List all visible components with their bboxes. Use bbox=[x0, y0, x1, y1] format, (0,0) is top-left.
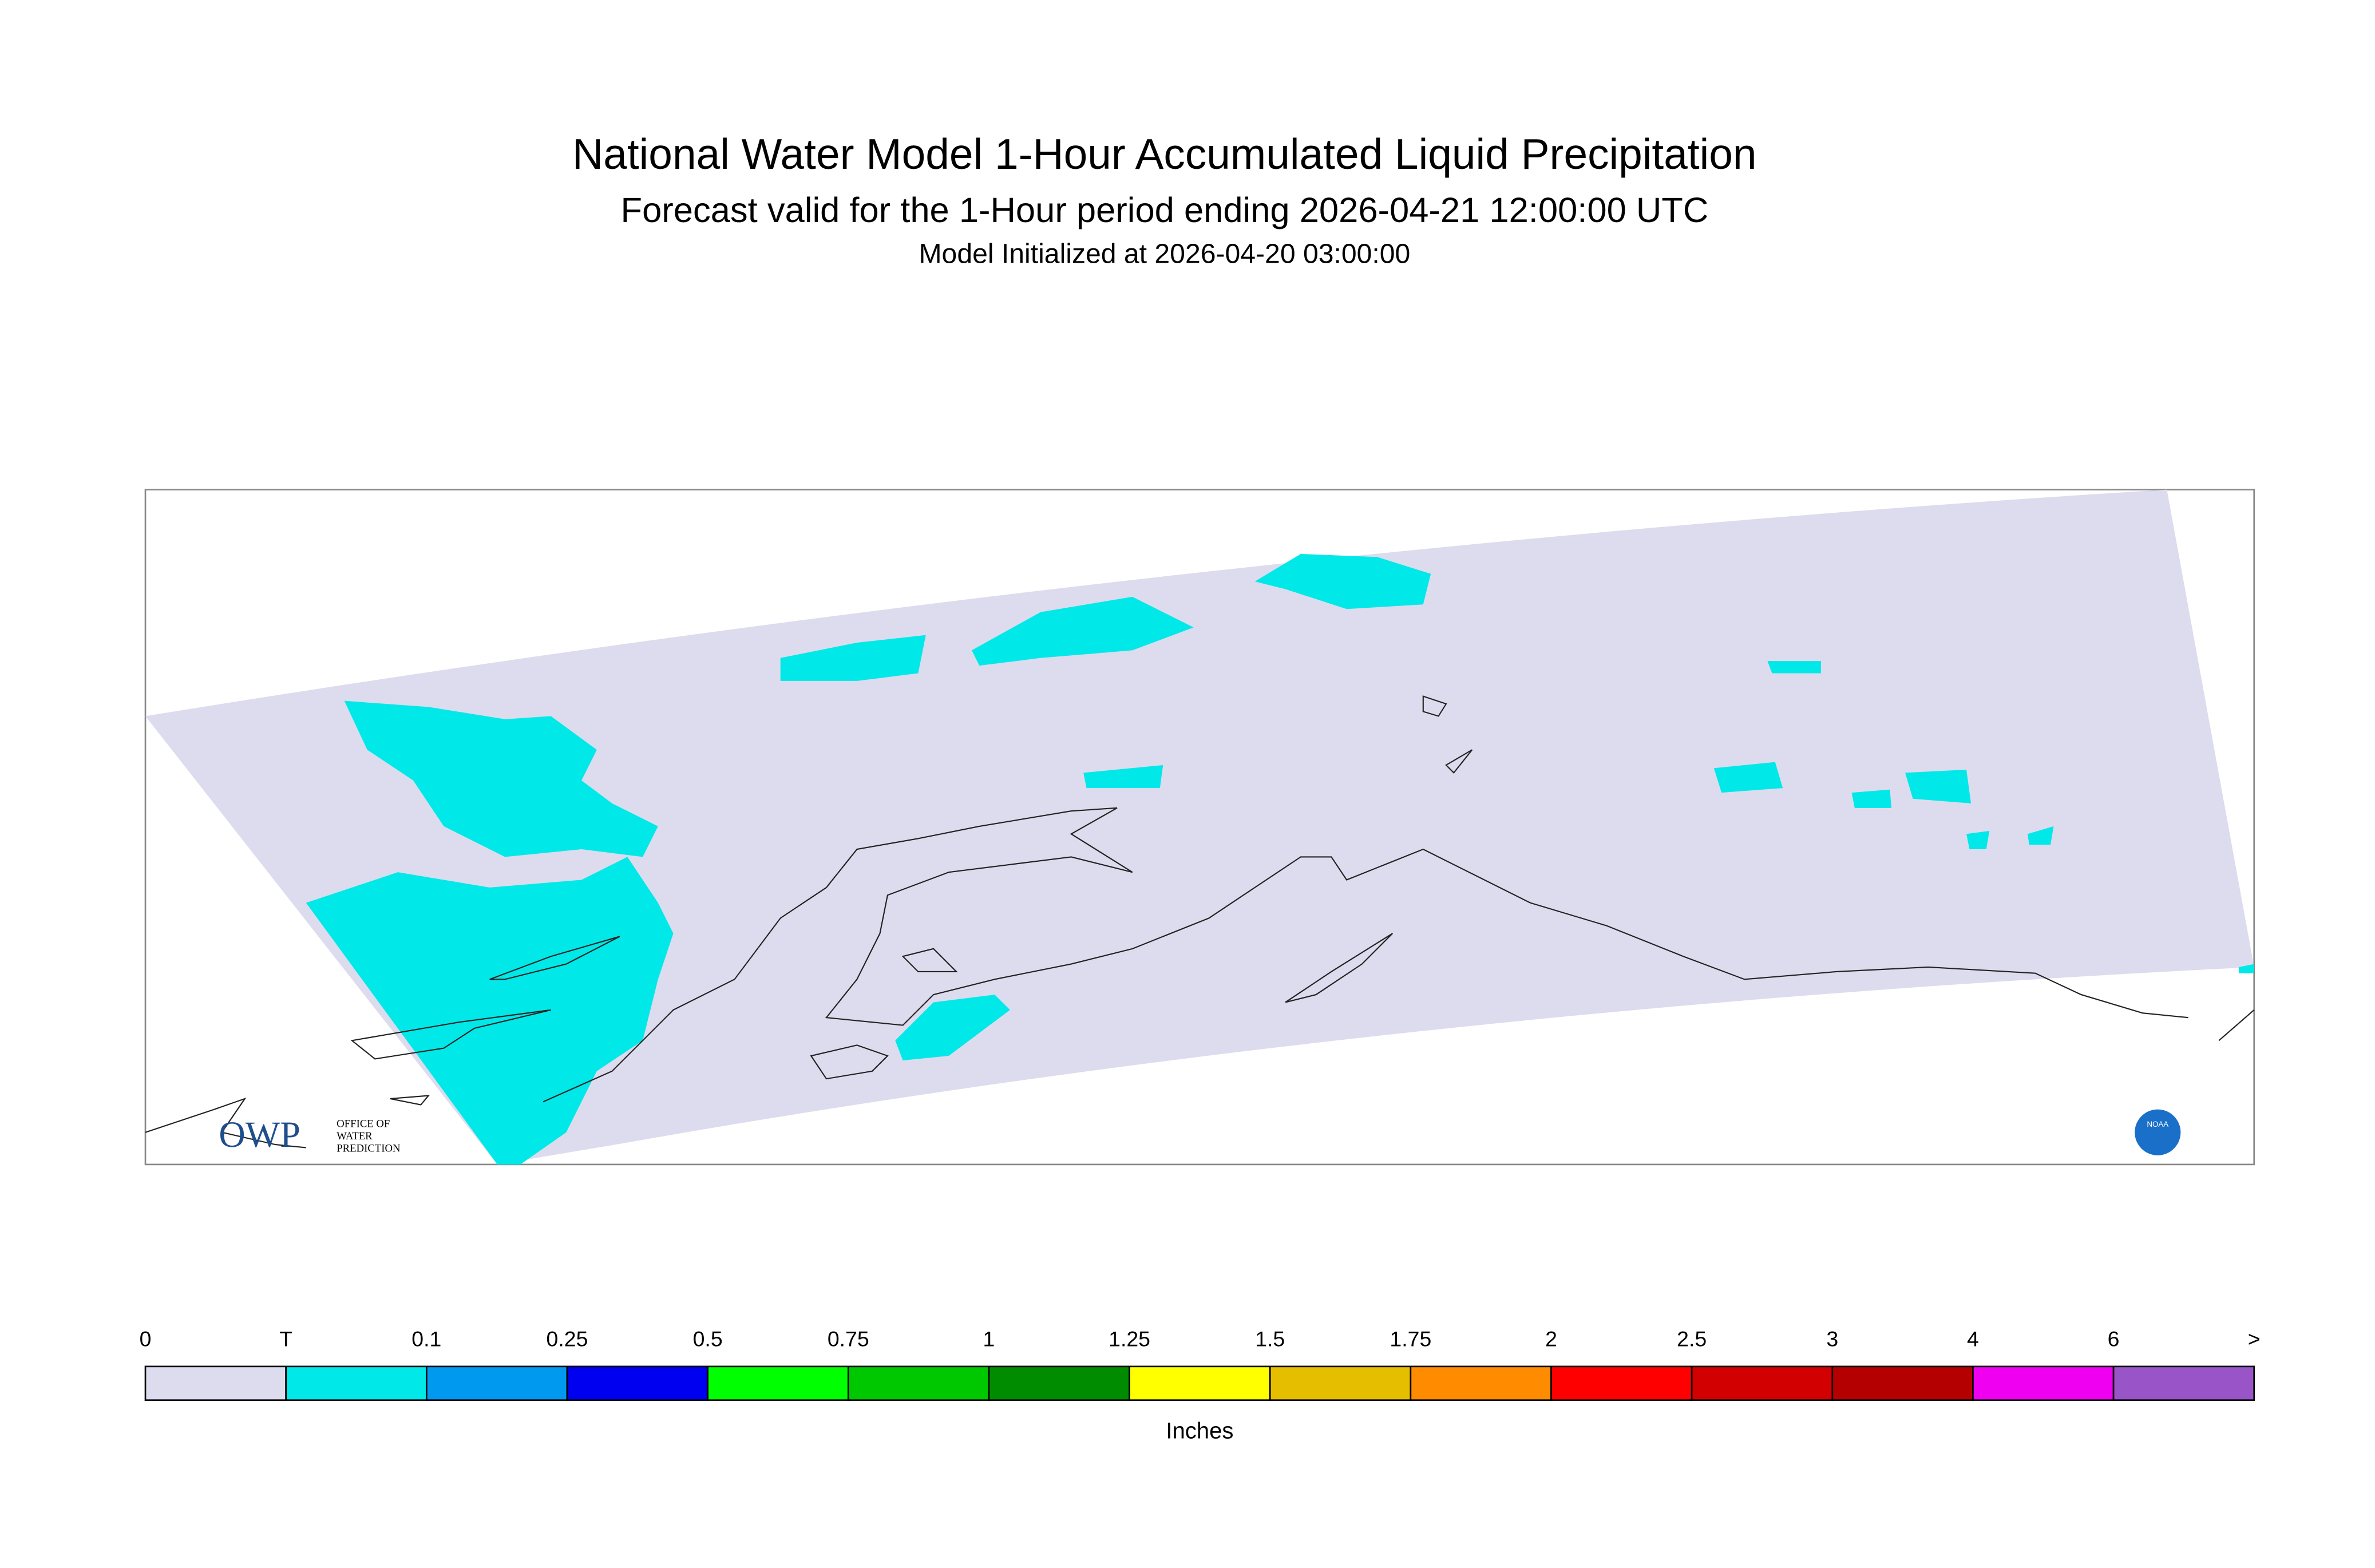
owp-logo: OWP bbox=[219, 1114, 300, 1155]
legend-label: 3 bbox=[1826, 1327, 1838, 1351]
legend-swatch bbox=[1410, 1365, 1552, 1401]
legend-label: 1 bbox=[983, 1327, 995, 1351]
rain-area bbox=[1254, 553, 1431, 609]
owp-logo-text: OFFICE OF bbox=[337, 1118, 390, 1130]
legend-label: 0.75 bbox=[828, 1327, 869, 1351]
owp-logo-text: WATER bbox=[337, 1130, 373, 1142]
legend-label: 0.25 bbox=[547, 1327, 588, 1351]
rain-area bbox=[344, 700, 658, 857]
legend-swatch bbox=[1831, 1365, 1974, 1401]
coastline bbox=[350, 1009, 551, 1060]
coastline bbox=[543, 807, 2188, 1103]
noaa-logo-text: NOAA bbox=[2147, 1120, 2168, 1129]
coastline bbox=[810, 1044, 889, 1080]
legend-label: 2.5 bbox=[1677, 1327, 1707, 1351]
legend-label: 2 bbox=[1545, 1327, 1557, 1351]
coastline bbox=[1422, 695, 1447, 717]
noaa-logo bbox=[2135, 1109, 2181, 1155]
rain-area bbox=[780, 635, 926, 681]
coastline bbox=[901, 948, 958, 973]
rain-area bbox=[1905, 769, 1972, 803]
legend-label: 0 bbox=[140, 1327, 152, 1351]
coastline bbox=[489, 936, 620, 980]
rain-area bbox=[971, 596, 1194, 666]
model-domain bbox=[145, 489, 2254, 1165]
legend-swatch bbox=[2112, 1365, 2255, 1401]
legend-swatch bbox=[1550, 1365, 1693, 1401]
rain-area bbox=[1083, 765, 1163, 789]
legend-swatch bbox=[1972, 1365, 2115, 1401]
legend-swatch bbox=[566, 1365, 708, 1401]
legend-swatch bbox=[847, 1365, 990, 1401]
legend-label: 0.5 bbox=[693, 1327, 723, 1351]
title: National Water Model 1-Hour Accumulated … bbox=[572, 130, 1756, 178]
legend-label: 6 bbox=[2108, 1327, 2120, 1351]
legend-label: 1.75 bbox=[1390, 1327, 1431, 1351]
legend-label: T bbox=[279, 1327, 292, 1351]
legend-label: 0.1 bbox=[411, 1327, 441, 1351]
legend: Inches 0 T 0.1 0.25 0.5 0.75 1 1.25 1.5 1.75 2 2.5 3… bbox=[140, 1327, 2261, 1443]
rain-area bbox=[1966, 830, 1990, 850]
coastline bbox=[390, 1095, 430, 1106]
rain-area bbox=[2239, 964, 2254, 973]
rain-area bbox=[895, 995, 1010, 1061]
legend-unit: Inches bbox=[1166, 1418, 1233, 1443]
coastline bbox=[1285, 933, 1394, 1003]
legend-label: 1.25 bbox=[1109, 1327, 1150, 1351]
legend-swatch bbox=[988, 1365, 1130, 1401]
legend-label: 1.5 bbox=[1255, 1327, 1285, 1351]
init-time: Model Initialized at 2026-04-20 03:00:00 bbox=[919, 238, 1410, 269]
legend-label: 4 bbox=[1967, 1327, 1979, 1351]
legend-swatch bbox=[285, 1365, 428, 1401]
owp-logo-text: PREDICTION bbox=[337, 1142, 401, 1154]
legend-swatch bbox=[1129, 1365, 1271, 1401]
legend-swatch bbox=[144, 1365, 287, 1401]
map: OWP OFFICE OF WATER PREDICTION NOAA bbox=[144, 489, 2255, 1166]
precip-areas bbox=[306, 553, 2254, 1165]
legend-swatch bbox=[1269, 1365, 1412, 1401]
coastline bbox=[145, 1097, 306, 1149]
coastline bbox=[2218, 1009, 2255, 1042]
rain-area bbox=[1767, 661, 1822, 674]
coastlines bbox=[145, 695, 2255, 1149]
legend-swatch bbox=[1691, 1365, 1834, 1401]
legend-swatch bbox=[425, 1365, 568, 1401]
rain-area bbox=[1713, 762, 1783, 793]
rain-area bbox=[2028, 826, 2054, 845]
subtitle: Forecast valid for the 1-Hour period end… bbox=[621, 191, 1709, 230]
rain-area bbox=[306, 857, 674, 1165]
legend-label: > bbox=[2248, 1327, 2261, 1351]
coastline bbox=[1445, 749, 1473, 774]
rain-area bbox=[1851, 789, 1892, 808]
legend-swatch bbox=[707, 1365, 849, 1401]
